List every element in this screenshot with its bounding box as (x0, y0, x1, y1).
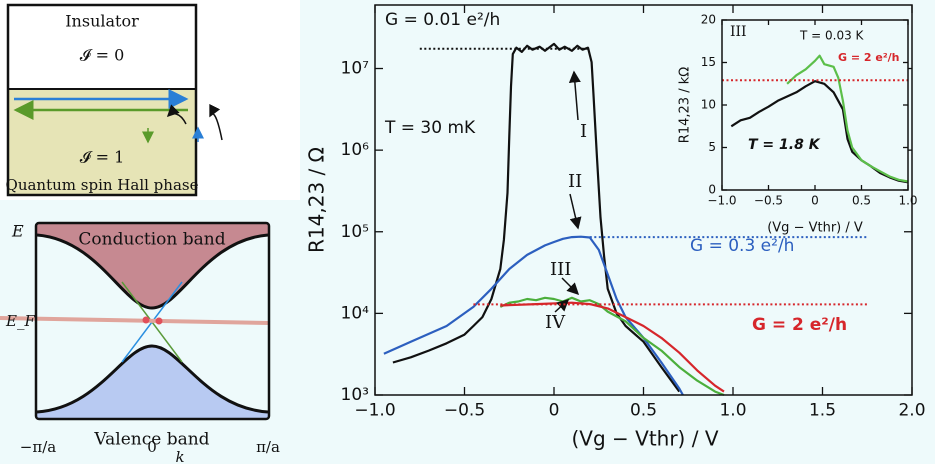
series-label: III (550, 259, 571, 280)
series-label: II (568, 171, 582, 192)
insulator-label: Insulator (65, 12, 139, 31)
y-tick-label: 10 (701, 98, 716, 112)
x-axis-label: (Vg − Vthr) / V (767, 221, 863, 236)
index-label: 𝓘 = 1 (80, 148, 125, 167)
y-tick-label: 10⁴ (341, 303, 370, 323)
y-tick-label: 10⁵ (341, 222, 369, 242)
x-tick-label: −0.5 (444, 400, 485, 420)
band-edge (36, 233, 269, 310)
band-edge (36, 344, 269, 414)
data-line (786, 54, 909, 183)
label-arrow (568, 70, 581, 121)
y-tick-label: 20 (701, 13, 716, 27)
qsh-region (8, 89, 196, 195)
y-tick-label: 10⁶ (341, 140, 370, 160)
label-arrow (561, 277, 580, 296)
index-label: 𝓘 = 0 (80, 46, 125, 65)
annotation: T = 30 mK (384, 118, 476, 138)
scatter-arrow (166, 104, 187, 125)
fermi-level (0, 316, 271, 325)
x-tick-label: −1.0 (707, 193, 736, 207)
series-label: G = 0.01 e²/h (385, 10, 500, 30)
y-tick-label: 0 (708, 183, 716, 197)
series-label: IV (545, 312, 566, 333)
k-tick-label: π/a (256, 438, 280, 456)
insulator-region (8, 5, 196, 89)
y-tick-label: 10³ (341, 385, 369, 405)
y-axis-label: R14,23 / kΩ (678, 67, 693, 143)
y-axis-label: R14,23 / Ω (305, 147, 329, 253)
x-tick-label: 0.5 (852, 193, 871, 207)
k-axis-label: k (175, 448, 184, 464)
y-tick-label: 5 (708, 140, 716, 154)
y-tick-label: 15 (701, 55, 716, 69)
crossing-point (155, 317, 163, 325)
x-axis-label: (Vg − Vthr) / V (571, 427, 718, 451)
fermi-label: E_F (5, 312, 35, 330)
x-tick-label: 0 (811, 193, 819, 207)
band-frame (34, 221, 271, 421)
plot-area (722, 20, 908, 190)
k-tick-label: 0 (147, 438, 157, 456)
x-tick-label: 1.0 (719, 400, 746, 420)
plot: 0 5 10 15 20 −1.0 −0.5 0 0.5 1.0 T = 1.8 K T = 0.03… (678, 13, 918, 236)
qsh-label: Quantum spin Hall phase (6, 176, 199, 194)
x-tick-label: 2.0 (898, 400, 925, 420)
series-label: I (580, 121, 587, 142)
series-label: G = 2 e²/h (752, 315, 847, 335)
x-tick-label: −1.0 (354, 400, 395, 420)
band-diagram: Conduction band Valence band E E_F −π/a … (0, 222, 280, 464)
x-tick-label: −0.5 (754, 193, 783, 207)
x-tick-label: 1.5 (809, 400, 836, 420)
series-label: T = 1.8 K (748, 137, 821, 153)
label-arrow (554, 298, 570, 313)
k-tick-label: −π/a (20, 438, 56, 456)
valence-band (37, 346, 268, 418)
valence-label: Valence band (93, 430, 209, 450)
x-tick-label: 0.5 (630, 400, 657, 420)
energy-label: E (11, 222, 24, 241)
plot-frame (721, 19, 909, 191)
label-arrow (569, 193, 582, 230)
crossing-point (142, 316, 150, 324)
series-label: T = 0.03 K (799, 29, 865, 43)
scatter-arrow (209, 103, 223, 141)
qsh-schematic: Insulator 𝓘 = 0 𝓘 = 1 Quantum spin Hall … (6, 3, 223, 197)
conduction-band (37, 224, 268, 308)
x-tick-label: 1.0 (898, 193, 917, 207)
schematic-frame (6, 3, 198, 197)
x-tick-label: 0 (549, 400, 560, 420)
y-tick-label: 10⁷ (341, 59, 370, 79)
annotation: III (730, 24, 747, 40)
data-line (499, 296, 725, 397)
series-label: G = 0.3 e²/h (690, 236, 794, 256)
plot-frame (374, 4, 913, 396)
conduction-label: Conduction band (78, 230, 225, 250)
series-label: G = 2 e²/h (838, 51, 900, 64)
